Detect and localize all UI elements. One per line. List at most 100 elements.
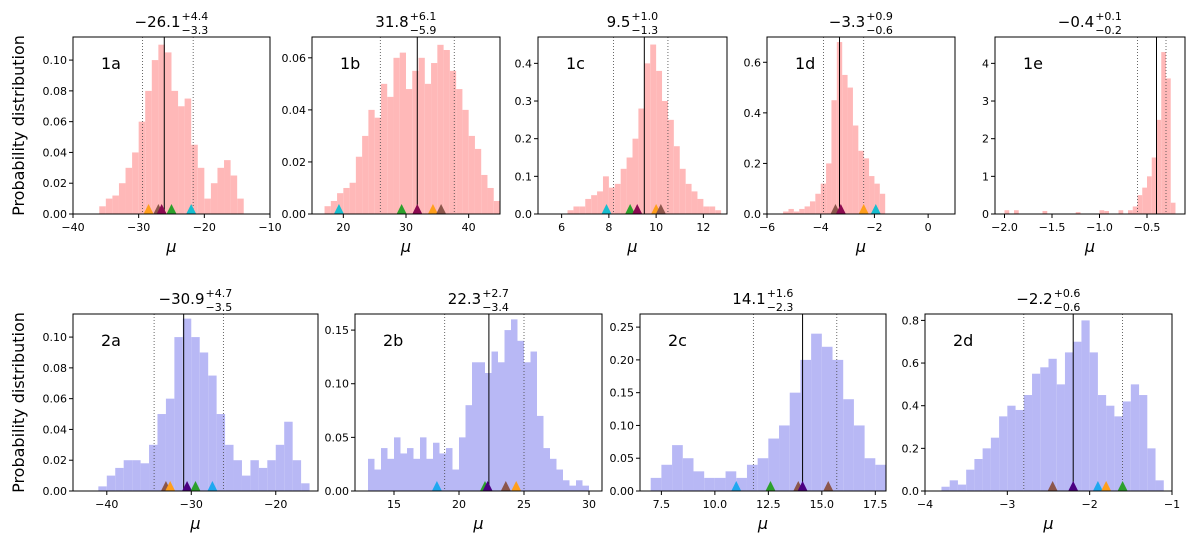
marker-triangle: [182, 481, 193, 491]
y-tick-label: 0.00: [282, 208, 307, 221]
hist-bar: [847, 87, 853, 214]
hist-bar: [843, 399, 854, 491]
hist-bar: [799, 208, 805, 214]
x-tick-label: 25: [517, 498, 531, 511]
hist-bar: [1104, 210, 1109, 214]
hist-bar: [394, 437, 401, 491]
hist-bar: [118, 183, 126, 214]
y-tick-label: 0.05: [325, 431, 350, 444]
hist-bar: [157, 414, 166, 491]
hist-bar: [1014, 210, 1019, 214]
hist-bar: [966, 469, 975, 491]
hist-bar: [537, 415, 544, 491]
hist-bar: [393, 57, 400, 214]
marker-triangle: [165, 481, 176, 491]
hist-bar: [138, 121, 146, 214]
hist-bar: [216, 414, 226, 491]
hist-bar: [413, 458, 420, 491]
hist-bar: [456, 89, 463, 214]
title-lower: −0.6: [1054, 301, 1081, 314]
hist-bar: [832, 359, 844, 491]
marker-triangle: [835, 204, 846, 214]
hist-bar: [1161, 52, 1166, 215]
y-axis-label: Probability distribution: [9, 312, 28, 493]
x-tick-label: −30: [180, 498, 203, 511]
y-tick-label: 0.10: [43, 54, 68, 67]
axes-frame: [924, 313, 1173, 492]
hist-bar: [171, 90, 179, 214]
panel-title: 31.8: [375, 13, 408, 31]
hist-bar: [585, 198, 592, 214]
y-tick-label: 0.00: [43, 208, 68, 221]
hist-bar: [349, 182, 356, 214]
hist-bar: [1151, 157, 1157, 214]
panel-title: −0.4: [1058, 13, 1094, 31]
hist-bar: [1130, 384, 1140, 491]
hist-bar: [105, 198, 113, 214]
hist-bar: [275, 444, 285, 491]
hist-bar: [804, 206, 810, 214]
x-tick-label: −2: [1082, 498, 1098, 511]
hist-bar: [487, 187, 494, 214]
hist-bar: [614, 183, 621, 214]
hist-bar: [556, 469, 563, 491]
marker-triangle: [511, 481, 522, 491]
hist-bar: [374, 469, 381, 491]
hist-bar: [418, 57, 425, 214]
x-axis-label: μ: [855, 237, 866, 256]
hist-bar: [1132, 206, 1138, 214]
hist-bar: [582, 485, 589, 491]
x-tick-label: −6: [759, 221, 775, 234]
x-tick-label: 20: [452, 498, 466, 511]
hist-bar: [132, 460, 141, 491]
hist-bar: [693, 471, 705, 491]
hist-bar: [439, 453, 446, 491]
y-tick-label: 0.4: [744, 107, 762, 120]
title-value: 14.1: [732, 290, 765, 308]
x-tick-label: 15.0: [810, 498, 835, 511]
hist-bar: [863, 158, 870, 214]
hist-bar: [949, 480, 958, 491]
hist-bar: [685, 183, 692, 214]
title-lower: −3.4: [482, 301, 509, 314]
hist-bar: [673, 146, 680, 214]
marker-triangle: [1092, 481, 1103, 491]
hist-bar: [815, 193, 821, 214]
hist-bar: [284, 421, 293, 491]
title-lower: −3.5: [205, 301, 232, 314]
hist-bar: [184, 98, 192, 214]
title-value: −3.3: [829, 13, 865, 31]
y-tick-label: 0.0: [515, 208, 533, 221]
x-tick-label: 8: [605, 221, 612, 234]
panel-title: 22.3: [448, 290, 481, 308]
hist-bar: [579, 206, 586, 214]
hist-bar: [1139, 395, 1148, 491]
hist-bar: [679, 168, 686, 214]
hist-bar: [462, 109, 469, 214]
hist-bar: [164, 52, 172, 215]
hist-bar: [1170, 202, 1176, 214]
x-tick-label: 7.5: [653, 498, 671, 511]
x-tick-label: 10.0: [703, 498, 728, 511]
hist-bar: [874, 183, 880, 214]
marker-triangle: [797, 481, 808, 491]
marker-triangle: [190, 481, 201, 491]
y-tick-label: 2: [982, 133, 989, 146]
hist-bar: [650, 477, 662, 491]
y-tick-label: 0.04: [282, 104, 307, 117]
hist-bar: [811, 333, 822, 491]
hist-bar: [197, 167, 205, 214]
hist-bar: [1032, 373, 1041, 491]
hist-bar: [1147, 448, 1156, 491]
marker-triangle: [625, 204, 636, 214]
hist-bar: [125, 167, 133, 214]
x-tick-label: −40: [61, 221, 84, 234]
marker-triangle: [1068, 481, 1079, 491]
y-axis-label: Probability distribution: [9, 35, 28, 216]
y-tick-label: 0.15: [610, 387, 635, 400]
hist-bar: [597, 191, 603, 214]
hist-bar: [1155, 480, 1164, 491]
hist-bar: [493, 200, 500, 214]
title-value: 31.8: [375, 13, 408, 31]
y-tick-label: 0.1: [515, 170, 533, 183]
